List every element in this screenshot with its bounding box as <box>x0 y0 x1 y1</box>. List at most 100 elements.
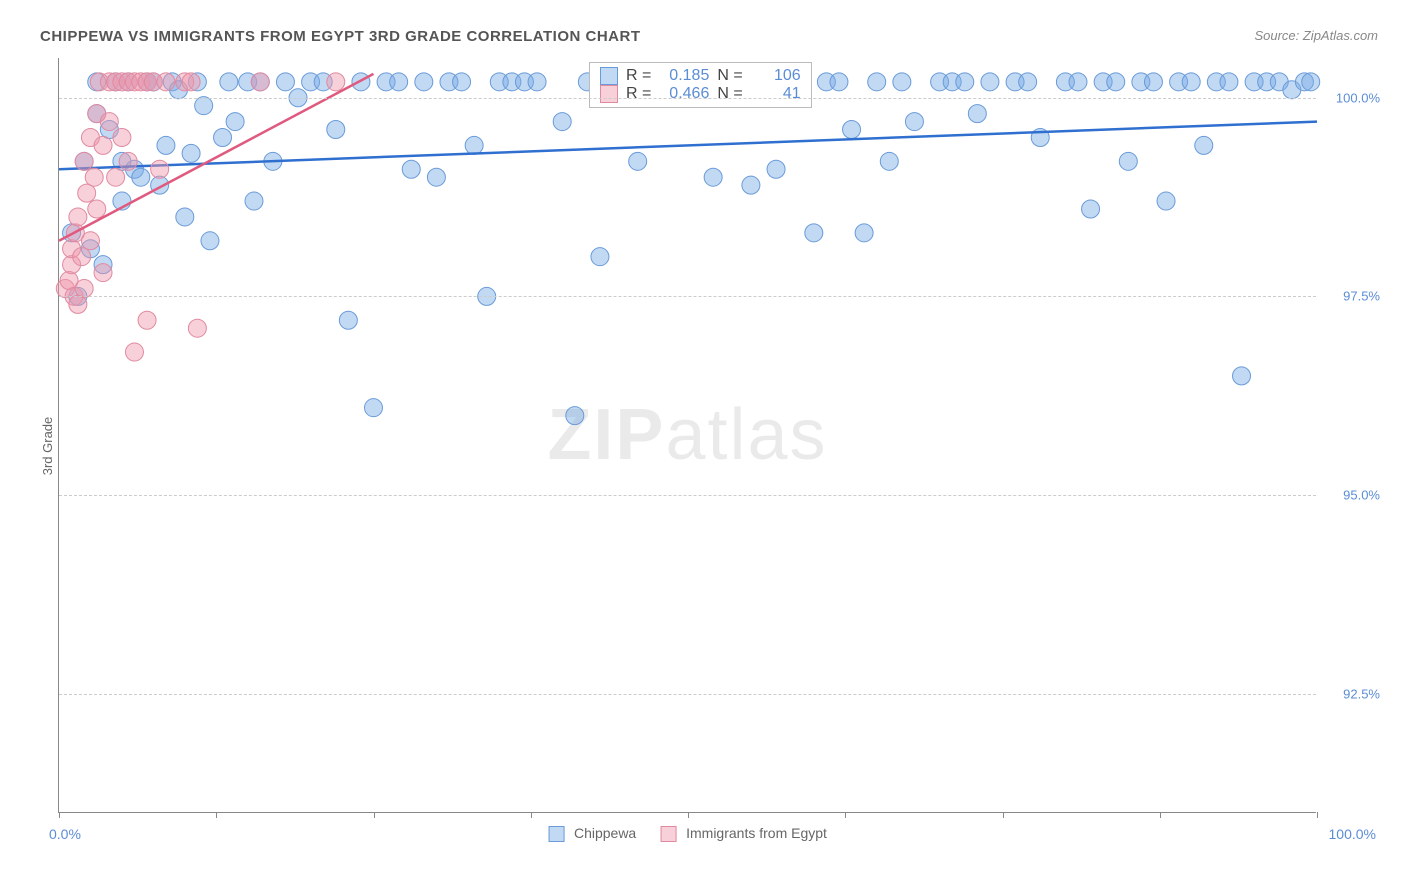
scatter-point-chippewa <box>905 113 923 131</box>
scatter-point-egypt <box>125 343 143 361</box>
scatter-point-chippewa <box>245 192 263 210</box>
scatter-point-chippewa <box>843 121 861 139</box>
legend-swatch-egypt <box>660 826 676 842</box>
x-axis-min-label: 0.0% <box>49 826 81 842</box>
scatter-point-chippewa <box>132 168 150 186</box>
n-label: N = <box>717 67 742 85</box>
scatter-point-chippewa <box>1220 73 1238 91</box>
scatter-point-egypt <box>78 184 96 202</box>
scatter-point-chippewa <box>195 97 213 115</box>
scatter-point-egypt <box>188 319 206 337</box>
xtick <box>688 812 689 818</box>
scatter-point-egypt <box>113 128 131 146</box>
stats-row-egypt: R = 0.466 N = 41 <box>600 85 801 103</box>
scatter-point-chippewa <box>968 105 986 123</box>
plot-area: ZIPatlas R = 0.185 N = 106 R = 0.466 N =… <box>58 58 1316 813</box>
legend-item-chippewa: Chippewa <box>548 825 636 842</box>
ytick-label: 97.5% <box>1343 289 1380 304</box>
gridline <box>59 296 1316 297</box>
swatch-egypt <box>600 85 618 103</box>
r-value-chippewa: 0.185 <box>659 67 709 85</box>
scatter-point-chippewa <box>553 113 571 131</box>
scatter-point-chippewa <box>767 160 785 178</box>
scatter-point-chippewa <box>327 121 345 139</box>
legend-bottom: Chippewa Immigrants from Egypt <box>548 825 827 842</box>
scatter-point-egypt <box>69 295 87 313</box>
n-label: N = <box>717 85 742 103</box>
scatter-point-chippewa <box>1019 73 1037 91</box>
scatter-point-chippewa <box>528 73 546 91</box>
scatter-point-egypt <box>94 136 112 154</box>
xtick <box>1160 812 1161 818</box>
scatter-point-chippewa <box>176 208 194 226</box>
r-label: R = <box>626 67 651 85</box>
scatter-point-egypt <box>75 279 93 297</box>
ytick-label: 92.5% <box>1343 686 1380 701</box>
scatter-point-chippewa <box>453 73 471 91</box>
scatter-point-egypt <box>119 152 137 170</box>
scatter-point-egypt <box>151 160 169 178</box>
ytick-label: 95.0% <box>1343 488 1380 503</box>
legend-swatch-chippewa <box>548 826 564 842</box>
stats-legend-box: R = 0.185 N = 106 R = 0.466 N = 41 <box>589 62 812 108</box>
scatter-point-chippewa <box>1157 192 1175 210</box>
scatter-point-chippewa <box>365 399 383 417</box>
trendline-egypt <box>59 74 374 241</box>
scatter-point-egypt <box>182 73 200 91</box>
x-axis-max-label: 100.0% <box>1329 826 1376 842</box>
scatter-point-egypt <box>107 168 125 186</box>
scatter-point-chippewa <box>566 407 584 425</box>
xtick <box>374 812 375 818</box>
scatter-point-chippewa <box>1302 73 1320 91</box>
scatter-point-chippewa <box>1107 73 1125 91</box>
scatter-point-egypt <box>85 168 103 186</box>
scatter-point-egypt <box>327 73 345 91</box>
scatter-point-egypt <box>73 248 91 266</box>
scatter-point-chippewa <box>893 73 911 91</box>
legend-label-egypt: Immigrants from Egypt <box>686 825 827 841</box>
scatter-point-chippewa <box>830 73 848 91</box>
scatter-point-egypt <box>75 152 93 170</box>
scatter-point-chippewa <box>415 73 433 91</box>
scatter-point-egypt <box>94 264 112 282</box>
xtick <box>845 812 846 818</box>
n-value-egypt: 41 <box>751 85 801 103</box>
scatter-point-chippewa <box>1082 200 1100 218</box>
y-axis-label: 3rd Grade <box>40 417 55 476</box>
swatch-chippewa <box>600 67 618 85</box>
scatter-point-chippewa <box>855 224 873 242</box>
scatter-point-chippewa <box>1182 73 1200 91</box>
scatter-point-egypt <box>251 73 269 91</box>
scatter-point-chippewa <box>402 160 420 178</box>
scatter-point-chippewa <box>704 168 722 186</box>
scatter-point-egypt <box>81 232 99 250</box>
scatter-point-chippewa <box>465 136 483 154</box>
scatter-point-chippewa <box>1069 73 1087 91</box>
scatter-point-chippewa <box>591 248 609 266</box>
gridline <box>59 495 1316 496</box>
scatter-point-chippewa <box>390 73 408 91</box>
scatter-point-chippewa <box>1233 367 1251 385</box>
scatter-point-chippewa <box>157 136 175 154</box>
scatter-point-chippewa <box>742 176 760 194</box>
gridline <box>59 98 1316 99</box>
scatter-point-chippewa <box>868 73 886 91</box>
scatter-point-chippewa <box>805 224 823 242</box>
source-attribution: Source: ZipAtlas.com <box>1254 28 1378 43</box>
scatter-point-chippewa <box>339 311 357 329</box>
r-label: R = <box>626 85 651 103</box>
scatter-point-egypt <box>69 208 87 226</box>
scatter-point-chippewa <box>220 73 238 91</box>
legend-label-chippewa: Chippewa <box>574 825 636 841</box>
scatter-point-chippewa <box>880 152 898 170</box>
xtick <box>59 812 60 818</box>
scatter-point-chippewa <box>1119 152 1137 170</box>
scatter-point-chippewa <box>956 73 974 91</box>
scatter-point-chippewa <box>427 168 445 186</box>
chart-title: CHIPPEWA VS IMMIGRANTS FROM EGYPT 3RD GR… <box>40 28 641 45</box>
gridline <box>59 694 1316 695</box>
scatter-point-chippewa <box>1144 73 1162 91</box>
xtick <box>1317 812 1318 818</box>
legend-item-egypt: Immigrants from Egypt <box>660 825 827 842</box>
scatter-point-chippewa <box>629 152 647 170</box>
